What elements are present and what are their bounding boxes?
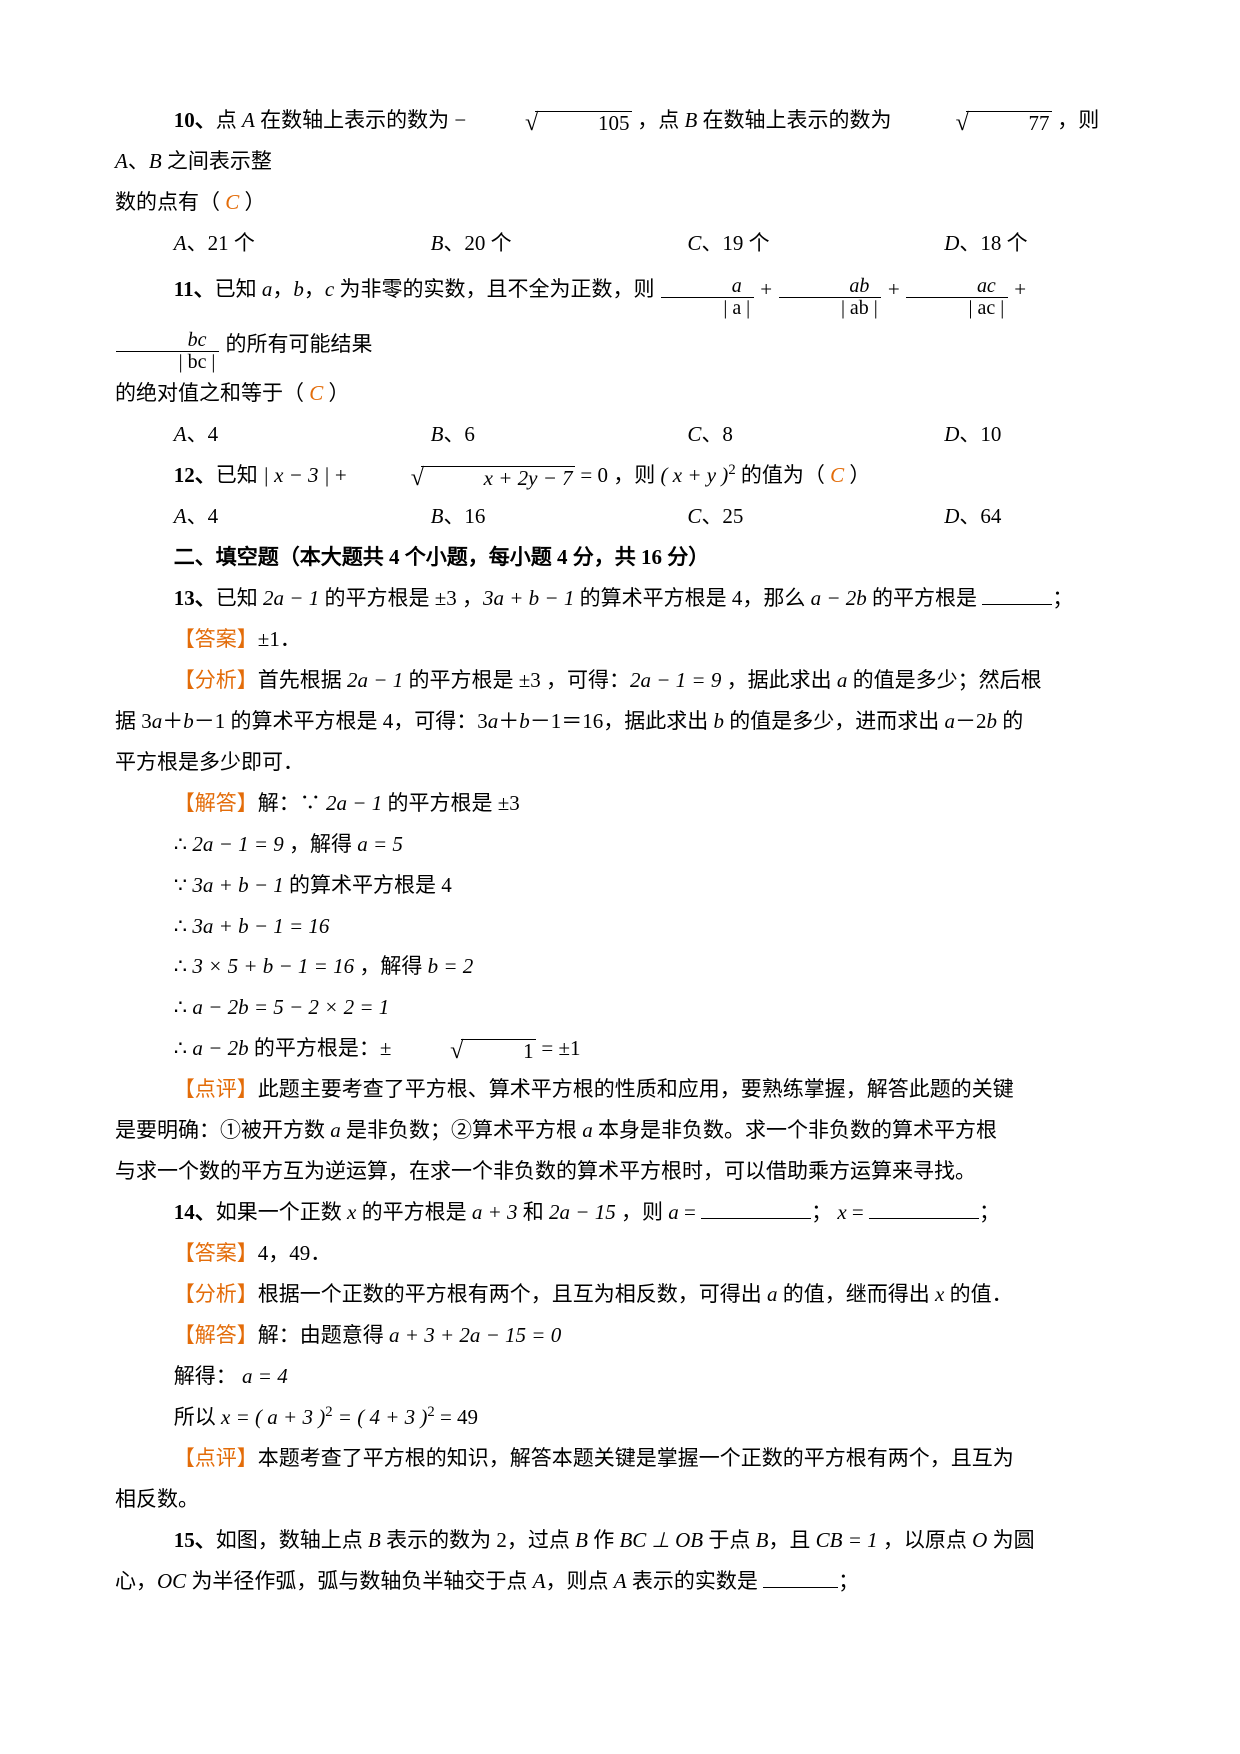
q12-number: 12、 bbox=[174, 463, 216, 487]
q13-analysis-l1: 【分析】首先根据 2a − 1 的平方根是 ±3 ，可得：2a − 1 = 9 … bbox=[115, 660, 1125, 701]
q12-optD: D、64 bbox=[944, 496, 1125, 537]
q12-optB: B、16 bbox=[431, 496, 688, 537]
q14-comment-l1: 【点评】本题考查了平方根的知识，解答本题关键是掌握一个正数的平方根有两个，且互为 bbox=[115, 1438, 1125, 1479]
q13-s1: ∴ 2a − 1 = 9 ，解得 a = 5 bbox=[115, 824, 1125, 865]
frac-3: ac| ac | bbox=[906, 276, 1008, 319]
q11-answer: C bbox=[309, 381, 323, 405]
q13-s2: ∵ 3a + b − 1 的算术平方根是 4 bbox=[115, 865, 1125, 906]
q14-sol-l2: 解得： a = 4 bbox=[115, 1356, 1125, 1397]
blank-q14-a bbox=[701, 1197, 811, 1219]
q14-sol-l1: 【解答】解：由题意得 a + 3 + 2a − 15 = 0 bbox=[115, 1315, 1125, 1356]
q11-optD: D、10 bbox=[944, 414, 1125, 455]
q13-comment-l2: 是要明确：①被开方数 a 是非负数；②算术平方根 a 本身是非负数。求一个非负数… bbox=[115, 1110, 1125, 1151]
q13-s3: ∴ 3a + b − 1 = 16 bbox=[115, 906, 1125, 947]
q10-optB: B、20 个 bbox=[431, 223, 688, 264]
q10-answer: C bbox=[225, 190, 239, 214]
section2-heading: 二、填空题（本大题共 4 个小题，每小题 4 分，共 16 分） bbox=[115, 537, 1125, 578]
q14-stem: 14、如果一个正数 x 的平方根是 a + 3 和 2a − 15 ，则 a =… bbox=[115, 1192, 1125, 1233]
q12-optC: C、25 bbox=[687, 496, 944, 537]
q14-answer: 【答案】4，49． bbox=[115, 1233, 1125, 1274]
q11-optA: A、4 bbox=[174, 414, 431, 455]
q13-comment-l3: 与求一个数的平方互为逆运算，在求一个非负数的算术平方根时，可以借助乘方运算来寻找… bbox=[115, 1151, 1125, 1192]
sqrt-77: √77 bbox=[897, 111, 1052, 135]
q11-number: 11、 bbox=[174, 277, 215, 301]
q12-line1: 12、已知 | x − 3 | + √x + 2y − 7 = 0 ，则 ( x… bbox=[115, 455, 1125, 496]
blank-q15 bbox=[763, 1566, 838, 1588]
q10-optA: A、21 个 bbox=[174, 223, 431, 264]
q13-s4: ∴ 3 × 5 + b − 1 = 16 ，解得 b = 2 bbox=[115, 946, 1125, 987]
q13-s6: ∴ a − 2b 的平方根是：±√1 = ±1 bbox=[115, 1028, 1125, 1069]
q12-options: A、4 B、16 C、25 D、64 bbox=[115, 496, 1125, 537]
q11-line2: 的绝对值之和等于（ C ） bbox=[115, 373, 1125, 414]
q15-l1: 15、如图，数轴上点 B 表示的数为 2，过点 B 作 BC ⊥ OB 于点 B… bbox=[115, 1520, 1125, 1561]
blank-q13 bbox=[982, 583, 1052, 605]
sqrt-1: √1 bbox=[391, 1039, 536, 1063]
q11-line1: 11、已知 a，b，c 为非零的实数，且不全为正数，则 a| a | + ab|… bbox=[115, 264, 1125, 374]
q11-options: A、4 B、6 C、8 D、10 bbox=[115, 414, 1125, 455]
sqrt-105: √105 bbox=[466, 111, 632, 135]
q15-l2: 心，OC 为半径作弧，弧与数轴负半轴交于点 A，则点 A 表示的实数是 ； bbox=[115, 1561, 1125, 1602]
q10-options: A、21 个 B、20 个 C、19 个 D、18 个 bbox=[115, 223, 1125, 264]
q11-optB: B、6 bbox=[431, 414, 688, 455]
q14-comment-l2: 相反数。 bbox=[115, 1479, 1125, 1520]
q12-optA: A、4 bbox=[174, 496, 431, 537]
frac-2: ab| ab | bbox=[779, 276, 882, 319]
q13-comment-l1: 【点评】此题主要考查了平方根、算术平方根的性质和应用，要熟练掌握，解答此题的关键 bbox=[115, 1069, 1125, 1110]
blank-q14-x bbox=[869, 1197, 979, 1219]
frac-1: a| a | bbox=[661, 276, 754, 319]
q13-stem: 13、已知 2a − 1 的平方根是 ±3 ，3a + b − 1 的算术平方根… bbox=[115, 578, 1125, 619]
q10-optC: C、19 个 bbox=[687, 223, 944, 264]
page-root: 10、点 A 在数轴上表示的数为 −√105 ，点 B 在数轴上表示的数为 √7… bbox=[0, 0, 1240, 1661]
q10-line1: 10、点 A 在数轴上表示的数为 −√105 ，点 B 在数轴上表示的数为 √7… bbox=[115, 100, 1125, 182]
q11-optC: C、8 bbox=[687, 414, 944, 455]
q10-line2: 数的点有（ C ） bbox=[115, 182, 1125, 223]
q12-answer: C bbox=[830, 463, 844, 487]
q10-optD: D、18 个 bbox=[944, 223, 1125, 264]
q13-s5: ∴ a − 2b = 5 − 2 × 2 = 1 bbox=[115, 987, 1125, 1028]
sqrt-q12: √x + 2y − 7 bbox=[352, 466, 575, 490]
q13-analysis-l2: 据 3a＋b－1 的算术平方根是 4，可得：3a＋b－1＝16，据此求出 b 的… bbox=[115, 701, 1125, 742]
frac-4: bc| bc | bbox=[116, 330, 219, 373]
q13-sol-head: 【解答】解：∵ 2a − 1 的平方根是 ±3 bbox=[115, 783, 1125, 824]
q10-number: 10、 bbox=[174, 108, 216, 132]
q14-sol-l3: 所以 x = ( a + 3 )2 = ( 4 + 3 )2 = 49 bbox=[115, 1397, 1125, 1438]
q13-answer: 【答案】±1． bbox=[115, 619, 1125, 660]
q13-analysis-l3: 平方根是多少即可． bbox=[115, 742, 1125, 783]
q14-analysis: 【分析】根据一个正数的平方根有两个，且互为相反数，可得出 a 的值，继而得出 x… bbox=[115, 1274, 1125, 1315]
